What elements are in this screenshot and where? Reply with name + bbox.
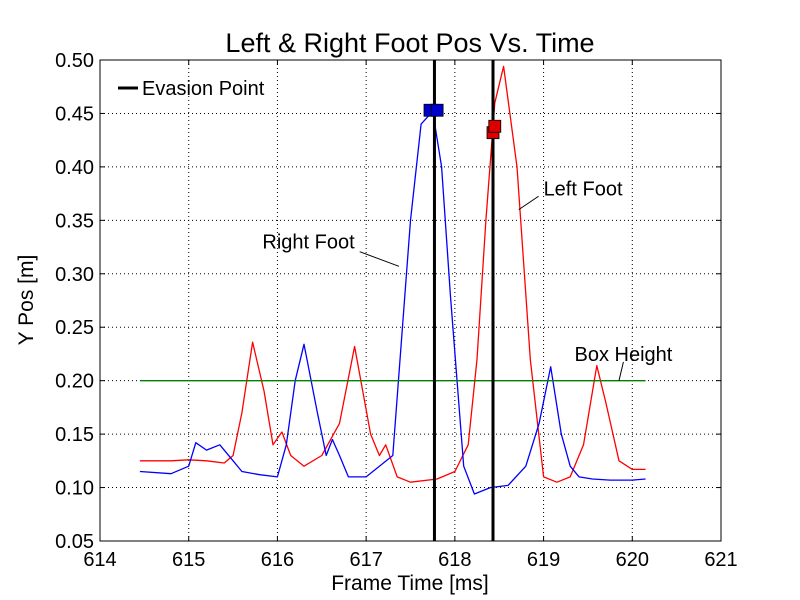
y-tick-label: 0.10	[55, 478, 94, 500]
x-tick-label: 620	[616, 549, 649, 571]
y-tick-label: 0.05	[55, 531, 94, 553]
box-height-pointer	[618, 361, 624, 381]
right-foot-pointer	[359, 251, 400, 267]
point-marker	[488, 119, 502, 133]
y-tick-label: 0.50	[55, 50, 94, 72]
x-tick-label: 621	[704, 549, 737, 571]
annotations: Right Foot Left Foot Box Height	[262, 178, 673, 381]
x-tick-label: 617	[349, 549, 382, 571]
evasion-lines	[432, 60, 495, 541]
ticks: 614 615 616 617 618 619 620 621 0.05 0.10 0.15 0.20…	[55, 50, 738, 571]
y-tick-label: 0.15	[55, 424, 94, 446]
left-foot-annotation: Left Foot	[544, 178, 623, 200]
y-tick-label: 0.25	[55, 317, 94, 339]
x-tick-label: 619	[527, 549, 560, 571]
y-tick-label: 0.45	[55, 103, 94, 125]
chart-title: Left & Right Foot Pos Vs. Time	[225, 28, 594, 58]
series-layer	[139, 65, 646, 495]
left-foot-line	[139, 65, 646, 483]
legend-label: Evasion Point	[142, 78, 265, 100]
legend: Evasion Point	[118, 78, 265, 100]
markers	[423, 103, 502, 140]
x-tick-label: 614	[83, 549, 116, 571]
x-tick-label: 616	[261, 549, 294, 571]
y-axis-label: Y Pos [m]	[15, 255, 38, 346]
point-marker	[430, 103, 444, 117]
left-foot-pointer	[518, 195, 539, 211]
x-tick-label: 618	[438, 549, 471, 571]
box-height-annotation: Box Height	[574, 344, 672, 366]
plot-area-frame	[99, 59, 722, 542]
y-tick-label: 0.20	[55, 371, 94, 393]
y-tick-label: 0.30	[55, 264, 94, 286]
right-foot-line	[139, 110, 646, 495]
grid	[100, 60, 721, 541]
y-tick-label: 0.35	[55, 210, 94, 232]
right-foot-annotation: Right Foot	[262, 232, 355, 254]
x-axis-label: Frame Time [ms]	[331, 572, 489, 595]
x-tick-label: 615	[172, 549, 205, 571]
y-tick-label: 0.40	[55, 157, 94, 179]
